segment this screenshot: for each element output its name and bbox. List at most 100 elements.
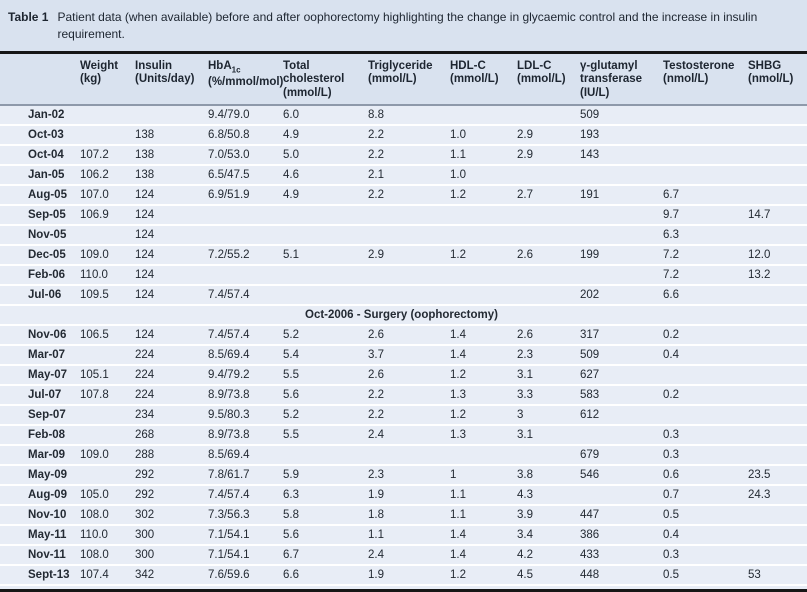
data-cell: 2.3 — [368, 465, 450, 487]
data-cell: 9.5/80.3 — [208, 405, 283, 427]
data-cell — [450, 225, 517, 247]
data-cell: 8.8 — [368, 104, 450, 127]
data-cell: 1.1 — [450, 485, 517, 507]
data-cell: 6.9/51.9 — [208, 185, 283, 207]
row-date-cell: Oct-04 — [0, 145, 80, 167]
table-row: Sep-05 106.9 124 9.7 14.7 — [0, 205, 807, 227]
column-header: HDL-C (mmol/L) — [450, 53, 517, 107]
row-date-cell: Aug-05 — [0, 185, 80, 207]
data-cell — [80, 104, 135, 127]
data-cell: 0.2 — [663, 385, 748, 407]
data-cell — [135, 104, 208, 127]
data-cell — [517, 265, 580, 287]
row-date-cell: Mar-09 — [0, 445, 80, 467]
data-cell: 2.3 — [517, 345, 580, 367]
data-cell — [748, 185, 807, 207]
row-date-cell: Dec-05 — [0, 245, 80, 267]
data-cell: 6.6 — [663, 285, 748, 307]
data-cell — [368, 445, 450, 467]
data-cell: 5.1 — [283, 245, 368, 267]
data-cell: 5.5 — [283, 365, 368, 387]
data-cell: 3.1 — [517, 425, 580, 447]
data-cell — [80, 345, 135, 367]
data-cell — [663, 125, 748, 147]
subscript: 1c — [231, 64, 241, 74]
data-cell: 386 — [580, 525, 663, 547]
data-cell: 288 — [135, 445, 208, 467]
data-cell: 1.1 — [450, 505, 517, 527]
row-date-cell: Mar-07 — [0, 345, 80, 367]
data-cell: 3.1 — [517, 365, 580, 387]
data-cell: 105.1 — [80, 365, 135, 387]
table-row: Aug-09 105.0 292 7.4/57.4 6.3 1.9 1.1 4.3 0.7 24.… — [0, 485, 807, 507]
data-cell: 106.9 — [80, 205, 135, 227]
data-cell: 5.9 — [283, 465, 368, 487]
column-header: LDL-C (mmol/L) — [517, 53, 580, 107]
data-cell: 342 — [135, 565, 208, 587]
data-cell: 546 — [580, 465, 663, 487]
table-row: Jan-02 9.4/79.0 6.0 8.8 509 — [0, 104, 807, 127]
row-date-cell: Feb-06 — [0, 265, 80, 287]
table-row: Oct-03 138 6.8/50.8 4.9 2.2 1.0 2.9 193 — [0, 125, 807, 147]
column-header-hba1c: HbA1c (%/mmol/mol) — [208, 53, 283, 107]
data-cell: 1.1 — [368, 525, 450, 547]
data-cell — [368, 225, 450, 247]
data-cell: 2.9 — [368, 245, 450, 267]
data-cell: 447 — [580, 505, 663, 527]
data-cell: 2.7 — [517, 185, 580, 207]
data-cell: 191 — [580, 185, 663, 207]
row-date-cell: Feb-08 — [0, 425, 80, 447]
data-cell: 107.2 — [80, 145, 135, 167]
data-cell: 110.0 — [80, 265, 135, 287]
data-cell: 2.9 — [517, 125, 580, 147]
data-cell — [663, 104, 748, 127]
data-cell — [208, 205, 283, 227]
table-row: Mar-07 224 8.5/69.4 5.4 3.7 1.4 2.3 509 0.4 — [0, 345, 807, 367]
data-cell: 138 — [135, 125, 208, 147]
data-cell: 138 — [135, 145, 208, 167]
data-cell — [80, 425, 135, 447]
data-cell: 268 — [135, 425, 208, 447]
data-cell: 6.8/50.8 — [208, 125, 283, 147]
column-header: Triglyceride (mmol/L) — [368, 53, 450, 107]
data-cell: 234 — [135, 405, 208, 427]
table-caption-band: Table 1 Patient data (when available) be… — [0, 0, 807, 54]
data-cell: 7.3/56.3 — [208, 505, 283, 527]
data-cell: 2.4 — [368, 545, 450, 567]
row-date-cell: May-07 — [0, 365, 80, 387]
data-cell: 109.0 — [80, 245, 135, 267]
data-cell: 2.1 — [368, 165, 450, 187]
data-cell: 224 — [135, 365, 208, 387]
data-cell: 7.2/55.2 — [208, 245, 283, 267]
data-cell: 7.1/54.1 — [208, 525, 283, 547]
table-row: Feb-08 268 8.9/73.8 5.5 2.4 1.3 3.1 0.3 — [0, 425, 807, 447]
table-row: Nov-05 124 6.3 — [0, 225, 807, 247]
data-cell — [748, 425, 807, 447]
column-header: Insulin (Units/day) — [135, 53, 208, 107]
data-cell — [450, 104, 517, 127]
column-header: Weight (kg) — [80, 53, 135, 107]
data-cell: 7.4/57.4 — [208, 485, 283, 507]
data-cell: 0.5 — [663, 505, 748, 527]
data-cell: 1.1 — [450, 145, 517, 167]
data-cell: 4.5 — [517, 565, 580, 587]
data-cell: 8.5/69.4 — [208, 445, 283, 467]
data-cell — [208, 225, 283, 247]
data-cell: 6.7 — [283, 545, 368, 567]
data-cell: 5.2 — [283, 405, 368, 427]
data-cell — [748, 525, 807, 547]
row-date-cell: May-09 — [0, 465, 80, 487]
data-cell: 1.0 — [450, 125, 517, 147]
data-cell: 1.3 — [450, 425, 517, 447]
data-cell — [580, 205, 663, 227]
surgery-divider-row: Oct-2006 - Surgery (oophorectomy) — [0, 305, 807, 327]
row-date-cell: Oct-03 — [0, 125, 80, 147]
table-row: Nov-10 108.0 302 7.3/56.3 5.8 1.8 1.1 3.9 447 0.5 — [0, 505, 807, 527]
data-cell: 5.6 — [283, 525, 368, 547]
data-cell: 1.2 — [450, 365, 517, 387]
data-cell: 6.7 — [663, 185, 748, 207]
data-cell: 108.0 — [80, 505, 135, 527]
data-cell: 6.3 — [663, 225, 748, 247]
data-cell — [283, 285, 368, 307]
table-row: Oct-04 107.2 138 7.0/53.0 5.0 2.2 1.1 2.9 143 — [0, 145, 807, 167]
